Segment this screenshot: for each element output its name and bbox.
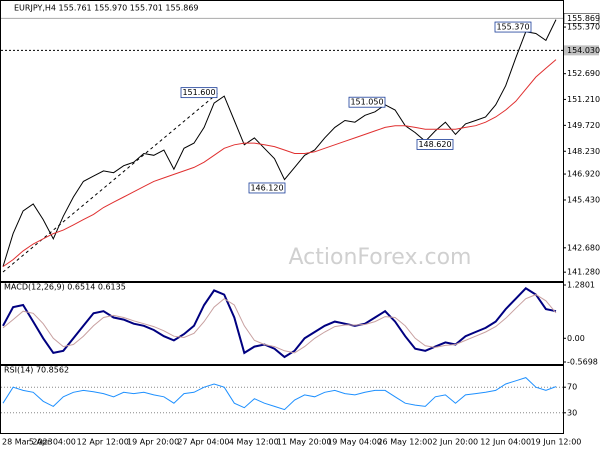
y-tick-label: 151.210 xyxy=(567,95,600,104)
annotation-box xyxy=(348,96,386,108)
series-line xyxy=(2,287,557,359)
y-tick-label: 155.370 xyxy=(567,23,600,32)
annotation-label: 151.600 xyxy=(182,88,215,97)
x-tick-label: 12 Jun 04:00 xyxy=(480,438,531,447)
x-tick-label: 11 May 20:00 xyxy=(277,438,332,447)
series-line xyxy=(2,19,557,267)
annotation-label: 146.120 xyxy=(250,183,283,192)
trendline xyxy=(2,92,219,273)
series-line xyxy=(2,59,557,268)
annotation-box xyxy=(180,87,218,99)
series-line xyxy=(2,294,557,354)
x-tick-label: 19 May 04:00 xyxy=(327,438,382,447)
annotation-box xyxy=(248,182,286,194)
annotation-label: 155.370 xyxy=(496,23,529,32)
current-price-box xyxy=(563,13,600,24)
x-tick-label: 5 Apr 04:00 xyxy=(29,438,76,447)
macd-panel xyxy=(0,282,564,365)
chart-title: EURJPY,H4 155.761 155.970 155.701 155.86… xyxy=(14,4,199,13)
x-tick-label: 2 Jun 20:00 xyxy=(432,438,478,447)
annotation-label: 148.620 xyxy=(418,140,451,149)
annotation-label: 151.050 xyxy=(350,98,383,107)
annotation-box xyxy=(416,139,454,150)
y-tick-label: 145.430 xyxy=(567,195,600,204)
x-tick-label: 28 Mar 2023 xyxy=(2,438,53,447)
current-price-label: 155.869 xyxy=(567,14,600,23)
y-tick-label: 146.920 xyxy=(567,170,600,179)
annotation-box xyxy=(494,21,532,33)
x-tick-label: 12 Apr 12:00 xyxy=(77,438,129,447)
y-tick-label: 141.280 xyxy=(567,268,600,277)
reference-label: 154.030 xyxy=(567,46,600,55)
y-tick-label: 152.690 xyxy=(567,69,600,78)
x-tick-label: 19 Jun 12:00 xyxy=(531,438,582,447)
y-tick-label: -0.5698 xyxy=(567,358,598,367)
x-tick-label: 27 Apr 04:00 xyxy=(177,438,229,447)
rsi-panel xyxy=(0,365,564,434)
watermark: ActionForex.com xyxy=(289,245,472,270)
x-tick-label: 26 May 12:00 xyxy=(377,438,432,447)
y-tick-label: 142.680 xyxy=(567,243,600,252)
x-tick-label: 19 Apr 20:00 xyxy=(127,438,179,447)
y-tick-label: 70 xyxy=(567,383,577,392)
y-tick-label: 149.720 xyxy=(567,121,600,130)
reference-box xyxy=(564,45,599,56)
y-tick-label: 1.2801 xyxy=(567,281,595,290)
x-tick-label: 4 May 12:00 xyxy=(229,438,279,447)
panel-title: RSI(14) 70.8562 xyxy=(4,366,69,375)
y-tick-label: 148.230 xyxy=(567,147,600,156)
y-tick-label: 30 xyxy=(567,408,577,417)
y-tick-label: 0.00 xyxy=(567,334,585,343)
price-panel xyxy=(0,0,564,282)
series-line xyxy=(2,377,557,411)
panel-title: MACD(12,26,9) 0.6514 0.6135 xyxy=(4,283,126,292)
